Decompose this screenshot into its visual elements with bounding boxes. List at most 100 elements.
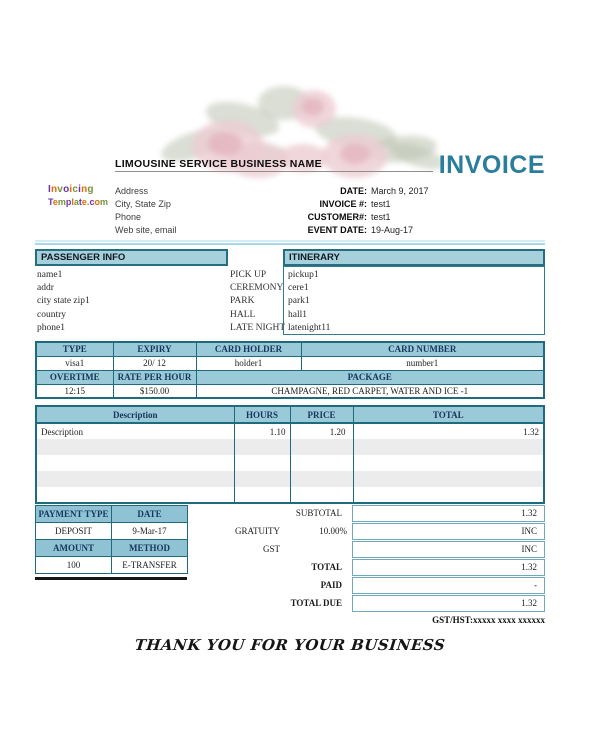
card-holder-value: holder1 xyxy=(195,355,302,371)
total-row: TOTAL 1.32 xyxy=(187,559,545,577)
card-number-value: number1 xyxy=(300,355,545,371)
charge-hours: 1.10 xyxy=(233,423,291,439)
company-city: City, State Zip xyxy=(115,199,171,209)
subtotal-row: SUBTOTAL 1.32 xyxy=(187,505,545,523)
event-date-label: EVENT DATE: xyxy=(307,225,367,235)
meta-row-invoice-number: INVOICE #: test1 xyxy=(255,198,475,211)
thank-you-message: THANK YOU FOR YOUR BUSINESS xyxy=(133,636,447,654)
payment-value-row2: 100 E-TRANSFER xyxy=(35,556,188,574)
hall-label: HALL xyxy=(230,309,256,320)
total-value: 1.32 xyxy=(352,559,545,576)
paid-row: PAID - xyxy=(187,577,545,595)
overtime-header-row: OVERTIME RATE PER HOUR PACKAGE xyxy=(35,369,545,385)
card-type-value: visa1 xyxy=(35,355,114,371)
hall-value: hall1 xyxy=(288,309,307,320)
park-label: PARK xyxy=(230,296,255,307)
passenger-phone: phone1 xyxy=(37,322,65,333)
header-rule xyxy=(115,171,433,172)
package-header: PACKAGE xyxy=(195,369,545,385)
gst-row: GST INC xyxy=(187,541,545,559)
payment-date-value: 9-Mar-17 xyxy=(111,522,188,540)
card-expiry-value: 20/ 12 xyxy=(112,355,197,371)
subtotal-value: 1.32 xyxy=(352,505,545,522)
meta-row-date: DATE: March 9, 2017 xyxy=(255,185,475,198)
method-header: METHOD xyxy=(111,539,188,557)
park-value: park1 xyxy=(288,296,310,307)
overtime-header: OVERTIME xyxy=(35,369,114,385)
card-value-row: visa1 20/ 12 holder1 number1 xyxy=(35,355,545,371)
card-number-header: CARD NUMBER xyxy=(300,341,545,357)
total-due-value: 1.32 xyxy=(352,595,545,612)
card-holder-header: CARD HOLDER xyxy=(195,341,302,357)
payment-table-underline xyxy=(35,577,187,580)
gratuity-label: GRATUITY xyxy=(235,526,280,536)
ceremony-label: CEREMONY xyxy=(230,283,284,294)
pickup-label: PICK UP xyxy=(230,270,267,280)
rose-watermark-image xyxy=(150,80,450,178)
description-header: Description xyxy=(35,406,235,424)
card-package-table: TYPE EXPIRY CARD HOLDER CARD NUMBER visa… xyxy=(35,341,545,399)
payment-type-header: PAYMENT TYPE xyxy=(35,505,112,523)
total-header: TOTAL xyxy=(352,406,545,424)
hours-header: HOURS xyxy=(233,406,291,424)
itinerary-values: pickup1 cere1 park1 hall1 latenight11 xyxy=(288,269,330,335)
charges-table: Description HOURS PRICE TOTAL Descriptio… xyxy=(35,405,545,504)
paid-value: - xyxy=(352,577,545,594)
passenger-country: country xyxy=(37,309,67,320)
date-label: DATE: xyxy=(340,186,367,196)
meta-row-customer-number: CUSTOMER#: test1 xyxy=(255,211,475,224)
charge-row: Description 1.10 1.20 1.32 xyxy=(35,423,545,439)
card-header-row: TYPE EXPIRY CARD HOLDER CARD NUMBER xyxy=(35,341,545,357)
late-night-label: LATE NIGHT xyxy=(230,322,286,333)
double-rule-divider xyxy=(35,240,545,246)
ceremony-value: cere1 xyxy=(288,283,309,294)
gst-hst-note: GST/HST:xxxxx xxxx xxxxxx xyxy=(432,615,545,625)
subtotal-label: SUBTOTAL xyxy=(295,508,342,518)
total-label: TOTAL xyxy=(311,562,342,572)
rate-header: RATE PER HOUR xyxy=(112,369,197,385)
invoice-number-label: INVOICE #: xyxy=(319,199,367,209)
date-value: March 9, 2017 xyxy=(371,186,429,196)
company-phone: Phone xyxy=(115,212,142,222)
total-due-row: TOTAL DUE 1.32 xyxy=(187,595,545,613)
charge-row-empty xyxy=(35,471,545,487)
rate-value: $150.00 xyxy=(112,383,197,399)
totals-section: SUBTOTAL 1.32 GRATUITY 10.00% INC GST IN… xyxy=(187,505,545,613)
event-date-value: 19-Aug-17 xyxy=(371,225,414,235)
meta-row-event-date: EVENT DATE: 19-Aug-17 xyxy=(255,224,475,237)
method-value: E-TRANSFER xyxy=(111,556,188,574)
total-due-label: TOTAL DUE xyxy=(290,598,342,608)
overtime-value-row: 12:15 $150.00 CHAMPAGNE, RED CARPET, WAT… xyxy=(35,383,545,399)
invoice-title: INVOICE xyxy=(438,151,545,179)
charge-row-empty xyxy=(35,455,545,471)
logo-line1: Invoicing xyxy=(48,184,94,195)
invoice-meta: DATE: March 9, 2017 INVOICE #: test1 CUS… xyxy=(255,185,475,237)
charges-header-row: Description HOURS PRICE TOTAL xyxy=(35,406,545,424)
itinerary-box: pickup1 cere1 park1 hall1 latenight11 xyxy=(283,266,545,335)
payment-header-row: PAYMENT TYPE DATE xyxy=(35,505,188,523)
payment-header-row2: AMOUNT METHOD xyxy=(35,539,188,557)
gst-label: GST xyxy=(262,544,280,554)
gratuity-percent: 10.00% xyxy=(319,526,347,536)
card-expiry-header: EXPIRY xyxy=(112,341,197,357)
overtime-value: 12:15 xyxy=(35,383,114,399)
payment-type-value: DEPOSIT xyxy=(35,522,112,540)
itinerary-header: ITINERARY xyxy=(283,249,545,266)
charge-total: 1.32 xyxy=(352,423,545,439)
passenger-values: name1 addr city state zip1 country phone… xyxy=(37,269,90,335)
charge-row-empty xyxy=(35,439,545,455)
paid-label: PAID xyxy=(320,580,342,590)
amount-header: AMOUNT xyxy=(35,539,112,557)
company-address: Address xyxy=(115,186,149,196)
late-night-value: latenight11 xyxy=(288,322,331,333)
payment-table: PAYMENT TYPE DATE DEPOSIT 9-Mar-17 AMOUN… xyxy=(35,505,188,574)
card-type-header: TYPE xyxy=(35,341,114,357)
customer-number-value: test1 xyxy=(371,212,391,222)
gratuity-value: INC xyxy=(352,523,545,540)
gratuity-row: GRATUITY 10.00% INC xyxy=(187,523,545,541)
passenger-address: addr xyxy=(37,283,54,294)
charge-row-empty xyxy=(35,487,545,503)
invoicingtemplate-logo: Invoicing Template.com xyxy=(48,184,108,208)
payment-date-header: DATE xyxy=(111,505,188,523)
